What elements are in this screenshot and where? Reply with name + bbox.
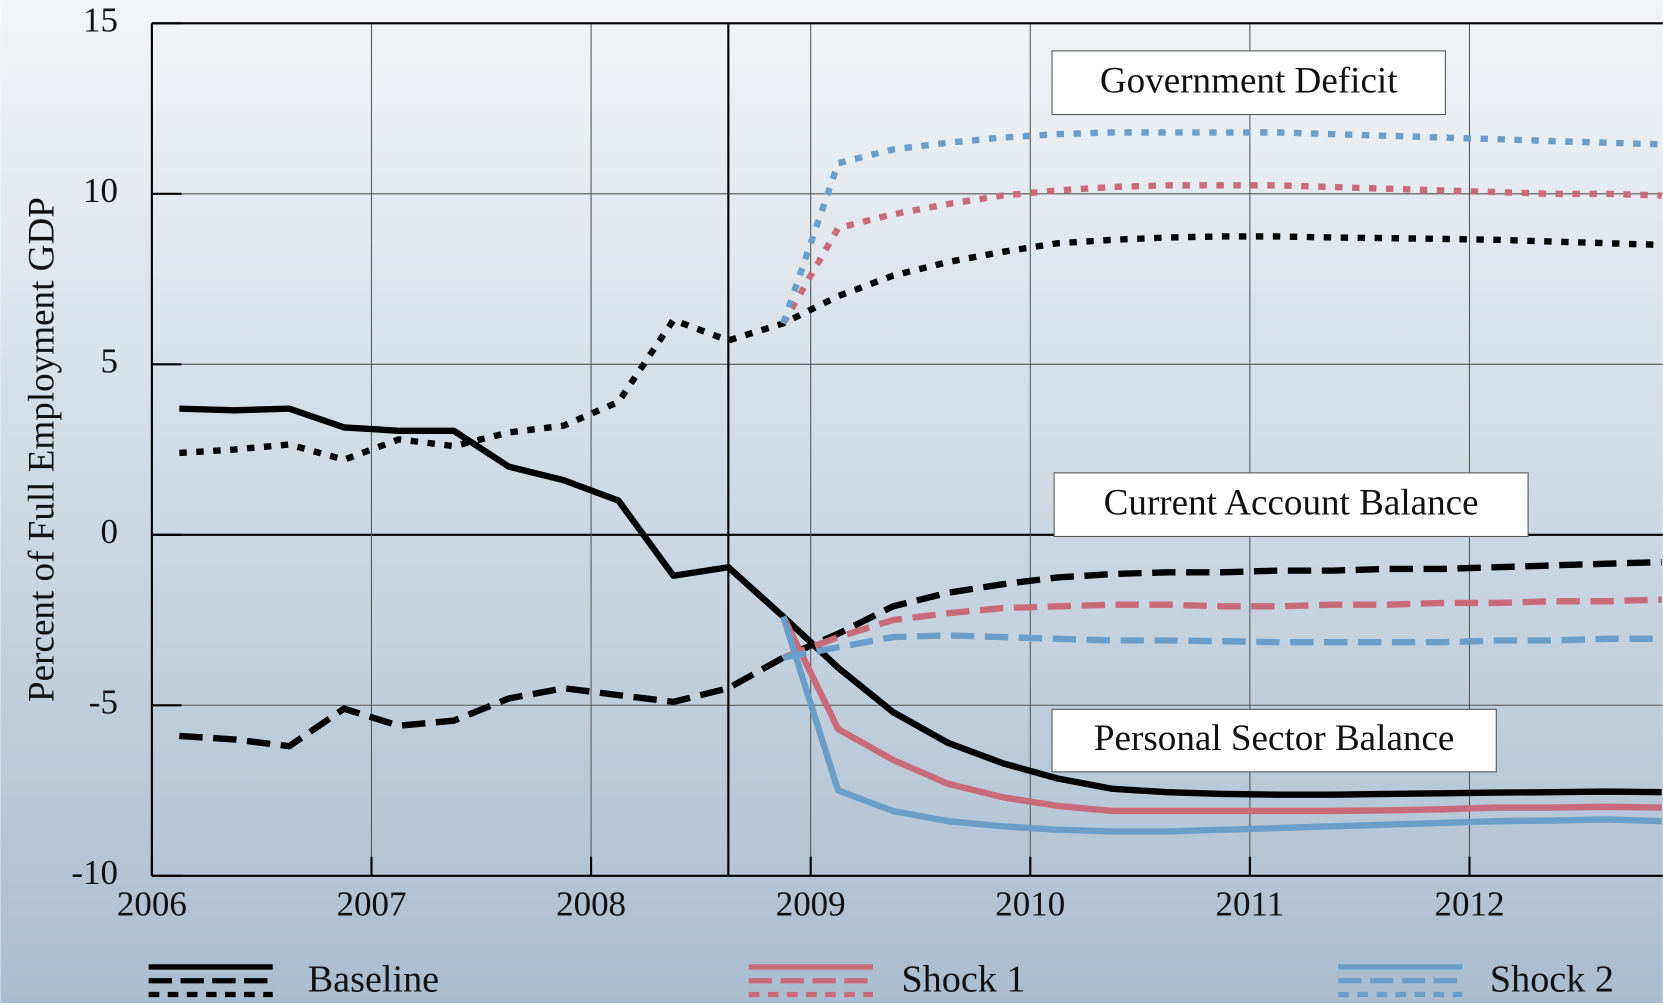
series-line [179, 233, 1662, 463]
annotation-box [1053, 472, 1529, 538]
x-tick-label: 2007 [337, 885, 407, 924]
x-tick-label: 2009 [776, 885, 846, 924]
y-tick-label: -10 [71, 853, 118, 892]
legend-label: Shock 2 [1490, 959, 1614, 1001]
annotation-box [1051, 50, 1446, 116]
annotation: Current Account Balance [1104, 482, 1479, 523]
series-line [780, 615, 1662, 815]
y-tick-label: 5 [100, 341, 117, 380]
x-tick-label: 2012 [1435, 885, 1505, 924]
x-tick-label: 2008 [556, 885, 626, 924]
annotation: Personal Sector Balance [1094, 718, 1455, 759]
y-axis-label: Percent of Full Employment GDP [21, 197, 62, 702]
series-line [780, 615, 1662, 835]
series-line [782, 632, 1662, 661]
legend-label: Baseline [308, 959, 439, 1001]
series-line [179, 405, 1662, 798]
annotation: Government Deficit [1100, 60, 1398, 101]
x-tick-label: 2010 [995, 885, 1065, 924]
annotation-box [1051, 708, 1497, 773]
series-line [782, 596, 1662, 661]
series-line [780, 129, 1662, 325]
y-tick-label: 0 [100, 512, 117, 551]
y-tick-label: 10 [83, 171, 118, 210]
series-line [179, 558, 1662, 750]
x-tick-label: 2006 [117, 885, 187, 924]
series-line [780, 182, 1662, 325]
y-tick-label: 15 [83, 0, 118, 39]
y-tick-label: -5 [89, 682, 118, 721]
legend-label: Shock 1 [901, 959, 1025, 1001]
x-tick-label: 2011 [1216, 885, 1285, 924]
